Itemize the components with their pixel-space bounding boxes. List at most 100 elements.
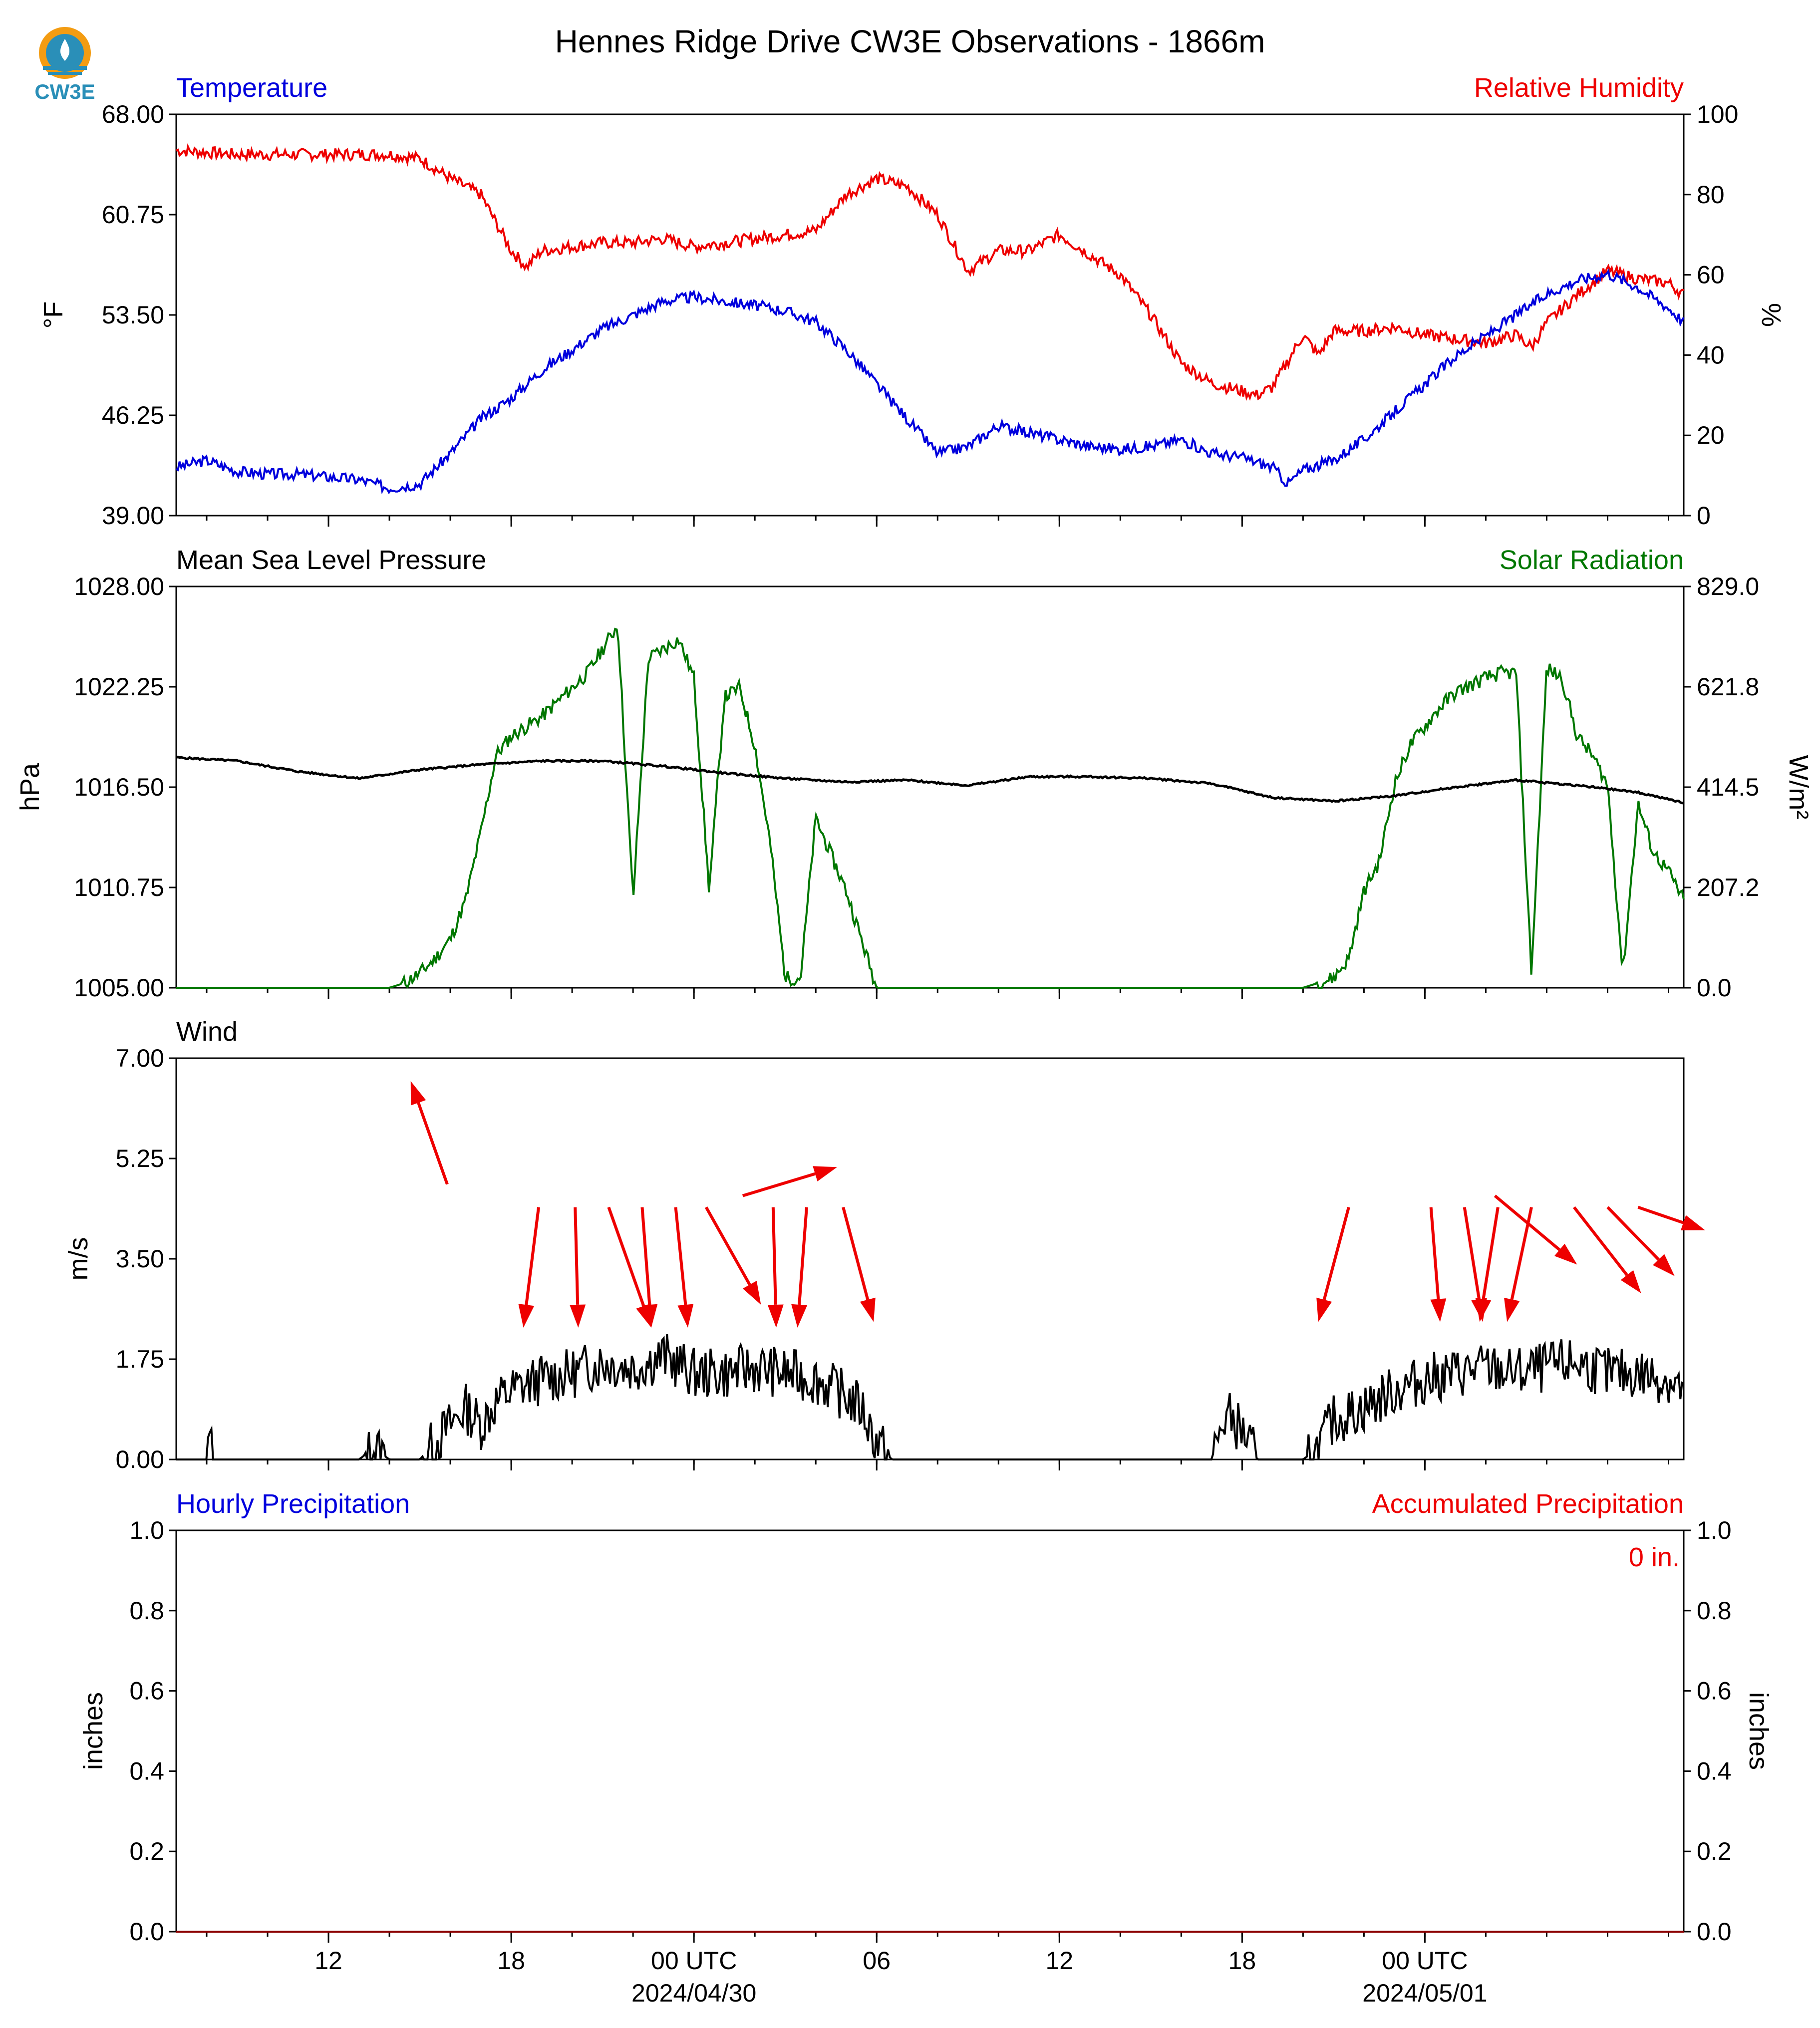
pressure-line xyxy=(175,755,1684,805)
y-tick-label: 1.0 xyxy=(1697,1516,1732,1544)
wind-arrow-head xyxy=(570,1304,586,1328)
wind-arrow-head xyxy=(860,1297,876,1322)
x-tick-labels: 12 18 00 UTC 2024/04/30 06 12 18 00 UTC 2024/05/… xyxy=(314,1947,1487,2007)
wind-arrow-shaft xyxy=(1463,1207,1481,1300)
wind-arrow-shaft xyxy=(525,1207,540,1305)
y-tick-label: 0.6 xyxy=(1697,1677,1732,1705)
wind-arrow-head xyxy=(1430,1298,1447,1322)
wind-arrow-shaft xyxy=(1494,1194,1561,1251)
y-tick-label: 53.50 xyxy=(102,301,164,329)
x-tick-label: 00 UTC xyxy=(1382,1947,1468,1975)
wind-arrow-shaft xyxy=(1637,1205,1684,1224)
solar-line xyxy=(176,627,1685,989)
humidity-ticks: 100 80 60 40 20 0 xyxy=(1684,100,1738,530)
wind-arrow-head xyxy=(677,1304,694,1328)
cw3e-logo: CW3E xyxy=(31,18,101,108)
precipitation-panel: Hourly Precipitation Accumulated Precipi… xyxy=(78,1489,1774,2007)
wind-arrow-shaft xyxy=(607,1206,645,1307)
temperature-humidity-panel: Temperature Relative Humidity °F % 68.00… xyxy=(38,73,1786,530)
pressure-title: Mean Sea Level Pressure xyxy=(176,545,486,575)
panel-frame xyxy=(175,1057,1685,1460)
logo-text: CW3E xyxy=(34,80,95,103)
wind-arrow-shaft xyxy=(771,1207,777,1305)
y-tick-label: 1005.00 xyxy=(74,974,164,1002)
humidity-line xyxy=(176,143,1684,401)
wind-ticks: 7.00 5.25 3.50 1.75 0.00 xyxy=(116,1044,176,1473)
wind-arrow-shaft xyxy=(1606,1206,1660,1261)
y-tick-label: 100 xyxy=(1697,100,1738,128)
y-tick-label: 3.50 xyxy=(116,1245,164,1273)
y-tick-label: 68.00 xyxy=(102,100,164,128)
pressure-unit: hPa xyxy=(15,763,45,811)
y-tick-label: 621.8 xyxy=(1697,673,1759,701)
wind-arrows xyxy=(410,1081,1705,1328)
wind-arrow-shaft xyxy=(1322,1206,1350,1300)
wind-arrow-shaft xyxy=(798,1207,808,1305)
solar-ticks: 829.0 621.8 414.5 207.2 0.0 xyxy=(1684,573,1759,1002)
pressure-solar-panel: Mean Sea Level Pressure Solar Radiation … xyxy=(15,545,1814,1002)
wind-arrow-head xyxy=(791,1304,808,1328)
wind-arrow-shaft xyxy=(640,1207,651,1305)
y-tick-label: 414.5 xyxy=(1697,773,1759,801)
y-tick-label: 80 xyxy=(1697,181,1725,209)
wind-panel: Wind m/s 7.00 5.25 3.50 1.75 0.00 xyxy=(63,1017,1705,1473)
y-tick-label: 1016.50 xyxy=(74,773,164,801)
wind-arrow-head xyxy=(1554,1243,1577,1265)
wind-arrow-head xyxy=(1316,1297,1332,1322)
wind-arrow-head xyxy=(813,1166,837,1181)
y-tick-label: 20 xyxy=(1697,421,1725,449)
wind-arrow-head xyxy=(1620,1270,1641,1293)
y-tick-label: 1022.25 xyxy=(74,673,164,701)
y-tick-label: 0.4 xyxy=(1697,1757,1732,1785)
x-tick-label: 18 xyxy=(497,1947,525,1975)
y-tick-label: 829.0 xyxy=(1697,573,1759,600)
accum-total-label: 0 in. xyxy=(1629,1542,1680,1572)
solar-title: Solar Radiation xyxy=(1500,545,1684,575)
x-tick-label: 18 xyxy=(1228,1947,1256,1975)
y-tick-label: 1.75 xyxy=(116,1345,164,1373)
y-tick-label: 60 xyxy=(1697,261,1725,289)
y-tick-label: 0.6 xyxy=(129,1677,164,1705)
y-tick-label: 39.00 xyxy=(102,502,164,530)
humidity-title: Relative Humidity xyxy=(1474,73,1684,103)
wind-arrow-head xyxy=(1681,1215,1705,1230)
x-tick-label: 12 xyxy=(1045,1947,1073,1975)
y-tick-label: 5.25 xyxy=(116,1145,164,1172)
y-tick-label: 1028.00 xyxy=(74,573,164,600)
accum-precip-unit: inches xyxy=(1744,1692,1774,1770)
wind-arrow-head xyxy=(742,1280,761,1305)
wind-arrow-head xyxy=(641,1304,658,1328)
x-tick-label: 12 xyxy=(314,1947,342,1975)
y-tick-label: 0.8 xyxy=(1697,1597,1732,1625)
wind-arrow-shaft xyxy=(1429,1207,1440,1299)
x-tick-date: 2024/04/30 xyxy=(631,1979,756,2007)
chart-title: Hennes Ridge Drive CW3E Observations - 1… xyxy=(555,23,1265,59)
wind-arrow-shaft xyxy=(842,1206,870,1300)
pressure-ticks: 1028.00 1022.25 1016.50 1010.75 1005.00 xyxy=(74,573,176,1002)
wind-speed-line xyxy=(176,1334,1684,1460)
wind-arrow-shaft xyxy=(742,1172,816,1197)
hourly-precip-unit: inches xyxy=(78,1692,108,1770)
temperature-unit: °F xyxy=(38,301,68,329)
wind-arrow-head xyxy=(1653,1254,1675,1276)
y-tick-label: 0.8 xyxy=(129,1597,164,1625)
cw3e-logo-mark: CW3E xyxy=(34,27,95,103)
humidity-unit: % xyxy=(1756,303,1786,327)
temperature-title: Temperature xyxy=(176,73,327,103)
y-tick-label: 0.0 xyxy=(1697,1918,1732,1946)
wind-arrow-shaft xyxy=(417,1102,449,1185)
x-tick-label: 00 UTC xyxy=(651,1947,737,1975)
wind-arrow-shaft xyxy=(1572,1206,1628,1276)
panel-frame xyxy=(175,1529,1685,1933)
x-ticks xyxy=(206,516,1669,527)
temperature-ticks: 68.00 60.75 53.50 46.25 39.00 xyxy=(102,100,176,530)
y-tick-label: 0.0 xyxy=(129,1918,164,1946)
y-tick-label: 0.2 xyxy=(1697,1837,1732,1865)
wind-arrow-head xyxy=(518,1304,535,1328)
wind-arrow-head xyxy=(1475,1298,1492,1322)
wind-arrow-head xyxy=(410,1081,426,1106)
x-ticks xyxy=(206,1459,1669,1470)
y-tick-label: 207.2 xyxy=(1697,873,1759,901)
wind-arrow-head xyxy=(767,1304,784,1328)
